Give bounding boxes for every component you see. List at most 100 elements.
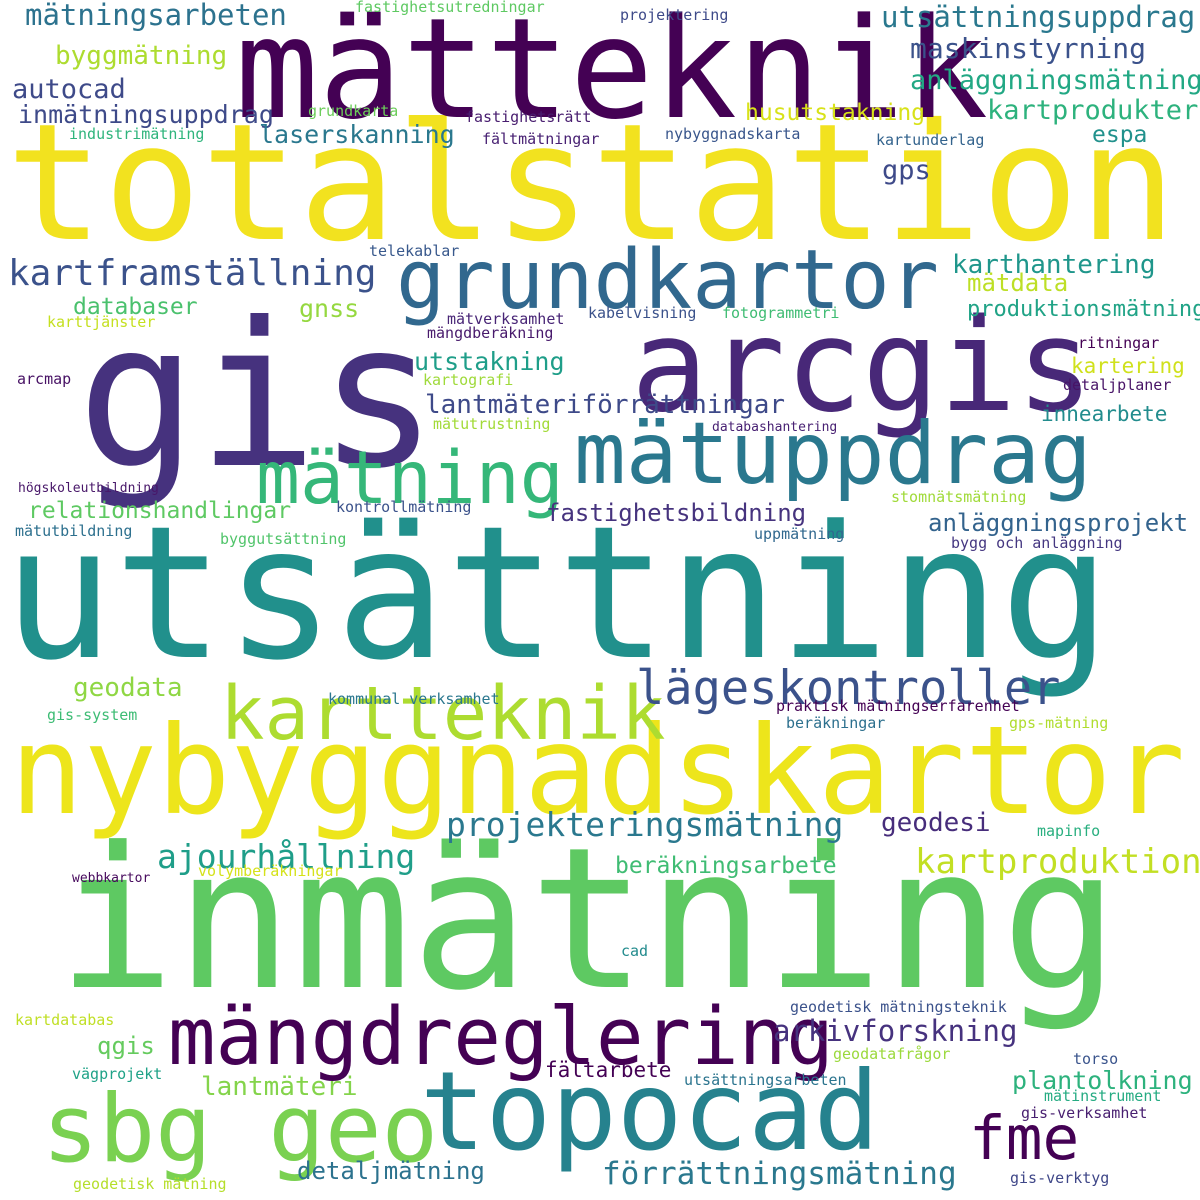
word-ajourhallning: ajourhållning (157, 837, 416, 876)
word-mangdreglering: mängdreglering (168, 991, 834, 1083)
word-faltarbete: fältarbete (545, 1058, 672, 1082)
word-espa: espa (1092, 122, 1148, 148)
word-byggutsattning: byggutsättning (220, 530, 347, 548)
word-qgis: qgis (97, 1032, 155, 1060)
word-geodatafragor: geodatafrågor (833, 1045, 951, 1063)
word-databaser: databaser (73, 294, 198, 320)
word-husutstakning: husutstakning (745, 100, 926, 126)
word-matinstrument: mätinstrument (1044, 1087, 1162, 1105)
word-utsattningsuppdrag: utsättningsuppdrag (881, 0, 1196, 34)
word-cad: cad (621, 942, 649, 960)
word-autocad: autocad (12, 74, 126, 105)
word-relationshandlingar: relationshandlingar (28, 498, 292, 524)
word-projekteringsmatning: projekteringsmätning (446, 805, 844, 844)
word-berakningsarbete: beräkningsarbete (615, 853, 837, 879)
word-matdata: mätdata (967, 269, 1069, 297)
word-lageskontroller: lägeskontroller (636, 661, 1061, 716)
word-anlaggningsprojekt: anläggningsprojekt (928, 509, 1189, 537)
word-vagprojekt: vägprojekt (72, 1065, 163, 1083)
word-gps-matning: gps-mätning (1009, 714, 1109, 732)
word-fastighetsbildning: fastighetsbildning (546, 499, 807, 527)
word-mapinfo: mapinfo (1037, 822, 1101, 840)
word-matverksamhet: mätverksamhet (447, 310, 565, 328)
word-nybyggnadskartor: nybyggnadskartor (10, 700, 1186, 842)
word-kabelvisning: kabelvisning (588, 304, 697, 322)
word-arcmap: arcmap (17, 370, 72, 388)
word-grundkartor: grundkartor (396, 233, 940, 328)
word-kartteknik: kartteknik (220, 671, 666, 757)
word-utstakning: utstakning (414, 347, 565, 376)
word-kartproduktion: kartproduktion (915, 842, 1200, 882)
word-industrimatning: industrimätning (69, 125, 205, 143)
word-bygg-och-anlaggning: bygg och anläggning (951, 534, 1123, 552)
word-fastighetsratt: fastighetsrätt (465, 108, 592, 126)
word-geodata: geodata (73, 673, 183, 703)
word-lantmateri: lantmäteri (201, 1072, 358, 1102)
word-gis-verksamhet: gis-verksamhet (1021, 1104, 1148, 1122)
word-webbkartor: webbkartor (72, 871, 151, 886)
word-ritningar: ritningar (1078, 334, 1160, 352)
word-fotogrammetri: fotogrammetri (722, 304, 840, 322)
word-berakningar: beräkningar (786, 714, 886, 732)
word-byggmatning: byggmätning (55, 41, 228, 71)
word-gis-verktyg: gis-verktyg (1010, 1169, 1110, 1187)
word-maskinstyrning: maskinstyrning (910, 32, 1147, 65)
word-torso: torso (1073, 1050, 1119, 1068)
word-innearbete: innearbete (1041, 402, 1168, 426)
word-produktionsmatning: produktionsmätning (967, 297, 1200, 322)
word-mangdberakning: mängdberäkning (427, 324, 554, 342)
word-kartdatabas: kartdatabas (15, 1011, 115, 1029)
word-telekablar: telekablar (369, 242, 460, 260)
word-arkivforskning: arkivforskning (773, 1014, 1018, 1048)
word-sbg-geo: sbg geo (42, 1075, 439, 1184)
word-utsattningsarbeten: utsättningsarbeten (684, 1071, 847, 1089)
word-kartografi: kartografi (423, 371, 514, 389)
word-geodetisk-matning: geodetisk mätning (73, 1175, 227, 1193)
word-projektering: projektering (620, 6, 729, 24)
word-hogskoleutbildning: högskoleutbildning (18, 481, 159, 496)
word-lantmateriforrattningar: lantmäteriförrättningar (425, 390, 786, 420)
word-praktisk-matningserfarenhet: praktisk mätningserfarenhet (776, 697, 1020, 715)
word-matutrustning: mätutrustning (433, 415, 551, 433)
word-fme: fme (969, 1103, 1080, 1174)
word-fastighetsutredningar: fastighetsutredningar (355, 0, 545, 16)
word-matteknik: mätteknik (235, 0, 989, 150)
word-grundkarta: grundkarta (308, 102, 399, 120)
word-gps: gps (882, 155, 931, 186)
word-anlaggningsmatning: anläggningsmätning (910, 65, 1200, 96)
word-totalstation: totalstation (6, 90, 1177, 278)
word-databashantering: databashantering (712, 420, 838, 435)
word-geodesi: geodesi (881, 808, 991, 838)
word-gis-system: gis-system (47, 706, 138, 724)
word-forrattningsmatning: förrättningsmätning (602, 1156, 957, 1192)
word-karthantering: karthantering (952, 250, 1156, 280)
word-kartunderlag: kartunderlag (876, 131, 985, 149)
word-matuppdrag: mätuppdrag (574, 404, 1092, 504)
word-volymberakningar: volymberäkningar (198, 862, 343, 880)
word-matningsarbeten: mätningsarbeten (25, 0, 287, 32)
word-inmatningsuppdrag: inmätningsuppdrag (18, 100, 274, 129)
word-gnss: gnss (299, 294, 360, 323)
word-detaljmatning: detaljmätning (297, 1157, 485, 1185)
word-plantolkning: plantolkning (1012, 1066, 1193, 1095)
word-geodetisk-matningsteknik: geodetisk mätningsteknik (790, 998, 1007, 1016)
word-matutbildning: mätutbildning (15, 522, 133, 540)
word-gis: gis (77, 280, 439, 513)
word-matning: mätning (256, 436, 564, 521)
word-stomnatsmatning: stomnätsmätning (891, 488, 1027, 506)
word-laserskanning: laserskanning (259, 120, 455, 149)
word-kommunal-verksamhet: kommunal verksamhet (328, 690, 500, 708)
word-arcgis: arcgis (631, 292, 1094, 441)
word-karttjanster: karttjänster (47, 313, 156, 331)
word-uppmatning: uppmätning (754, 525, 845, 543)
word-faltmatningar: fältmätningar (482, 130, 600, 148)
word-detaljplaner: detaljplaner (1063, 376, 1172, 394)
word-inmatning: inmätning (57, 806, 1120, 1034)
word-nybyggnadskarta: nybyggnadskarta (665, 125, 801, 143)
word-kontrollmatning: kontrollmätning (336, 498, 472, 516)
word-topocad: topocad (420, 1048, 880, 1175)
word-kartering: kartering (1071, 354, 1185, 378)
word-kartframstallning: kartframställning (8, 253, 377, 294)
word-kartprodukter: kartprodukter (987, 95, 1199, 126)
